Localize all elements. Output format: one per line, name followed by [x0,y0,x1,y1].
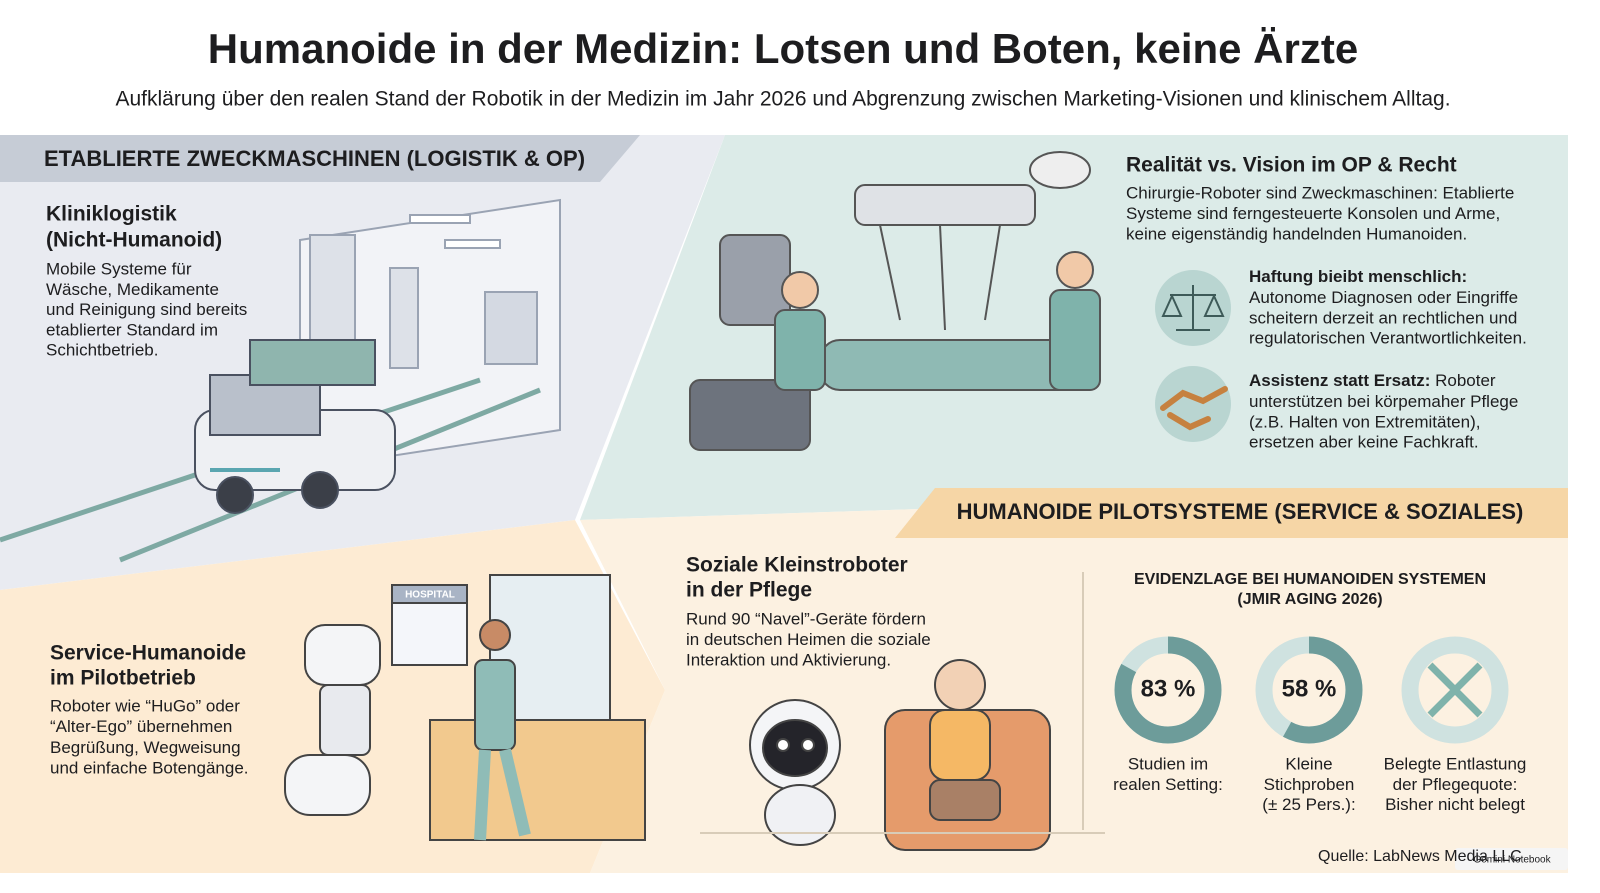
donut-arc [1114,636,1222,744]
block-text: Wäsche, Medikamente [46,280,219,299]
item-text: Roboter [1430,371,1496,390]
item-text: Autonome Diagnosen oder Eingriffe [1249,288,1518,307]
block-title: Soziale Kleinstroboter [686,554,908,577]
subtitle: Aufklärung über den realen Stand der Rob… [115,88,1450,111]
icon-handshake [1155,366,1231,442]
stat-caption: realen Setting: [1113,775,1223,794]
item-lead-line: Assistenz statt Ersatz: Roboter [1249,371,1496,390]
block-title: Service-Humanoide [50,642,246,665]
watermark-box [1455,848,1568,870]
block-text: und einfache Botengänge. [50,759,249,778]
block-title: Kliniklogistik [46,203,177,226]
stat-caption: Studien im [1128,754,1208,773]
section-heading: HUMANOIDE PILOTSYSTEME (SERVICE & SOZIAL… [957,499,1524,524]
icon-x [1427,662,1483,718]
watermark: Gemini Notebook [1473,855,1551,866]
block-text: Chirurgie-Roboter sind Zweckmaschinen: E… [1126,183,1514,202]
service-illustration [284,574,646,841]
block-text: Schichtbetrieb. [46,341,158,360]
stat-caption: (± 25 Pers.): [1262,795,1355,814]
title: Humanoide in der Medizin: Lotsen und Bot… [208,25,1358,72]
item-lead: Haftung bieibt menschlich: [1249,267,1467,286]
stat-caption: Bisher nicht belegt [1385,795,1525,814]
panel-social [580,488,1568,873]
section-heading: ETABLIERTE ZWECKMASCHINEN (LOGISTIK & OP… [44,146,585,171]
block-text: Roboter wie “HuGo” oder [50,696,240,715]
stat-caption: Kleine [1285,754,1332,773]
item-lead-line: Haftung bieibt menschlich: [1249,267,1467,286]
icon-scales [1161,285,1225,331]
donut-label: 58 % [1282,675,1337,702]
evidence-title: (JMIR AGING 2026) [1237,591,1382,608]
stat-caption: der Pflegequote: [1393,775,1518,794]
block-text: Interaktion und Aktivierung. [686,650,891,669]
stat-caption: Belegte Entlastung [1384,754,1527,773]
or-illustration [689,151,1101,451]
block-title: in der Pflege [686,579,812,602]
donut-label: 83 % [1141,675,1196,702]
logistics-robot [194,339,396,514]
heading-band [0,135,640,182]
block-text: und Reinigung sind bereits [46,300,247,319]
or-title: Realität vs. Vision im OP & Recht [1126,154,1457,177]
hospital-sign: HOSPITAL [405,590,455,601]
social-illustration [749,659,1051,851]
donut-arc [1255,636,1363,744]
item-text: (z.B. Halten von Extremitäten), [1249,412,1480,431]
block-title: im Pilotbetrieb [50,667,196,690]
item-lead: Assistenz statt Ersatz: [1249,371,1430,390]
block-text: Systeme sind ferngesteuerte Konsolen und… [1126,204,1500,223]
icon-handshake [1160,386,1228,431]
heading-band [895,488,1568,538]
block-text: “Alter-Ego” übernehmen [50,717,232,736]
item-text: ersetzen aber keine Fachkraft. [1249,433,1479,452]
item-text: scheitern derzeit an rechtlichen und [1249,308,1517,327]
item-text: unterstützen bei körpemaher Pflege [1249,392,1518,411]
block-text: Rund 90 “Navel”-Geräte fördern [686,609,926,628]
item-text: regulatorischen Verantwortlichkeiten. [1249,329,1527,348]
block-text: in deutschen Heimen die soziale [686,630,931,649]
block-text: etablierter Standard im [46,320,218,339]
block-text: Begrüßung, Wegweisung [50,738,241,757]
block-title: (Nicht-Humanoid) [46,229,222,252]
donut-track [1401,636,1509,744]
block-text: Mobile Systeme für [46,259,192,278]
source: Quelle: LabNews Media LLC [1318,848,1522,865]
evidence-title: EVIDENZLAGE BEI HUMANOIDEN SYSTEMEN [1134,571,1486,588]
block-text: keine eigenständig handelnden Humanoiden… [1126,224,1467,243]
stat-caption: Stichproben [1264,775,1355,794]
